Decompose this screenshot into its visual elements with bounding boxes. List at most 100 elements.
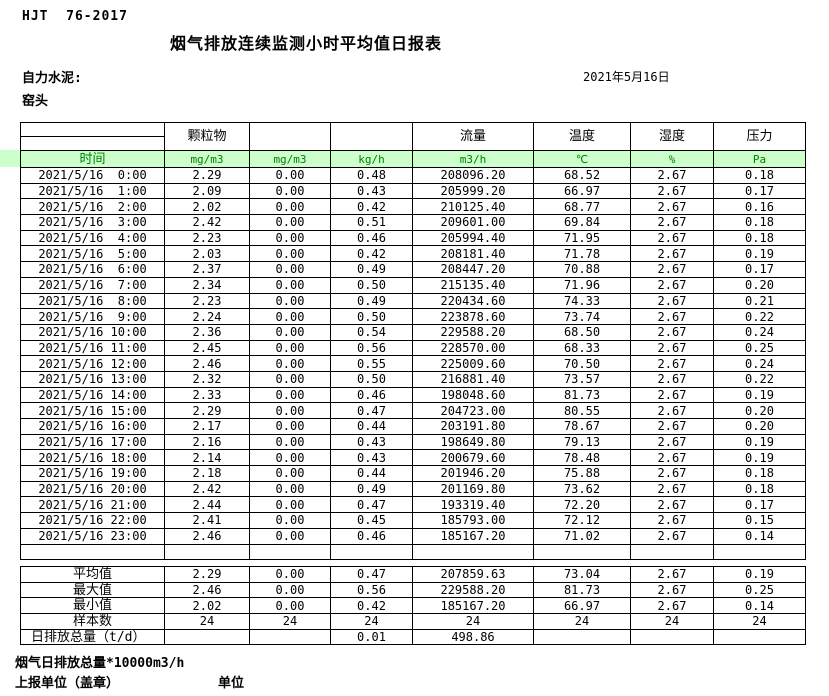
col-header-temperature: 温度 <box>533 122 631 151</box>
value-cell: 66.97 <box>533 182 631 200</box>
value-cell: 0.00 <box>249 214 331 231</box>
summary-value-cell: 0.00 <box>249 581 331 599</box>
value-cell: 0.00 <box>249 323 331 341</box>
value-cell: 0.19 <box>713 433 806 451</box>
empty-header-cell <box>20 136 165 151</box>
value-cell: 0.20 <box>713 402 806 419</box>
summary-value-cell: 0.42 <box>330 597 413 615</box>
value-cell: 0.00 <box>249 418 331 435</box>
empty-cell <box>164 543 250 561</box>
value-cell: 208096.20 <box>412 167 534 184</box>
report-title: 烟气排放连续监测小时平均值日报表 <box>170 34 443 53</box>
value-cell: 2.32 <box>164 370 250 388</box>
col-header-time: 时间 <box>20 150 165 168</box>
value-cell: 0.14 <box>713 527 806 545</box>
value-cell: 201169.80 <box>412 480 534 498</box>
hourly-row: 2021/5/16 0:00 2.29 0.00 0.48 208096.20 68.52… <box>20 167 806 184</box>
summary-value-cell <box>630 628 714 646</box>
value-cell: 0.24 <box>713 355 806 372</box>
unit-cell: mg/m3 <box>249 150 331 168</box>
value-cell: 2.34 <box>164 276 250 294</box>
value-cell: 2.41 <box>164 512 250 529</box>
value-cell: 0.00 <box>249 182 331 200</box>
summary-value-cell <box>533 628 631 646</box>
unit-cell: mg/m3 <box>164 150 250 168</box>
value-cell: 0.56 <box>330 339 413 357</box>
empty-cell <box>20 543 165 561</box>
value-cell: 73.74 <box>533 308 631 325</box>
summary-value-cell <box>164 628 250 646</box>
value-cell: 0.17 <box>713 182 806 200</box>
value-cell: 0.46 <box>330 229 413 247</box>
value-cell: 2.67 <box>630 512 714 529</box>
value-cell: 0.54 <box>330 323 413 341</box>
value-cell: 2.67 <box>630 370 714 388</box>
summary-value-cell: 0.19 <box>713 566 806 583</box>
time-cell: 2021/5/16 13:00 <box>20 370 165 388</box>
summary-value-cell: 498.86 <box>412 628 534 646</box>
time-cell: 2021/5/16 17:00 <box>20 433 165 451</box>
value-cell: 78.67 <box>533 418 631 435</box>
value-cell: 198048.60 <box>412 386 534 404</box>
summary-value-cell: 185167.20 <box>412 597 534 615</box>
value-cell: 0.18 <box>713 229 806 247</box>
hourly-row: 2021/5/16 2:00 2.02 0.00 0.42 210125.40 68.77… <box>20 198 806 216</box>
value-cell: 0.47 <box>330 496 413 514</box>
value-cell: 2.67 <box>630 339 714 357</box>
value-cell: 0.00 <box>249 308 331 325</box>
value-cell: 71.95 <box>533 229 631 247</box>
time-cell: 2021/5/16 10:00 <box>20 323 165 341</box>
summary-value-cell: 24 <box>630 613 714 630</box>
value-cell: 2.67 <box>630 386 714 404</box>
value-cell: 208447.20 <box>412 261 534 278</box>
value-cell: 0.00 <box>249 229 331 247</box>
summary-label: 最大值 <box>20 581 165 599</box>
value-cell: 185167.20 <box>412 527 534 545</box>
value-cell: 228570.00 <box>412 339 534 357</box>
hourly-row: 2021/5/16 13:00 2.32 0.00 0.50 216881.40 73.5… <box>20 370 806 388</box>
empty-cell <box>412 543 534 561</box>
value-cell: 2.67 <box>630 527 714 545</box>
time-cell: 2021/5/16 9:00 <box>20 308 165 325</box>
value-cell: 0.00 <box>249 386 331 404</box>
summary-row: 最大值 2.46 0.00 0.56 229588.20 81.73 2.67 0.25 <box>20 581 806 599</box>
summary-row: 日排放总量（t/d） 0.01 498.86 <box>20 628 806 646</box>
value-cell: 208181.40 <box>412 245 534 263</box>
value-cell: 2.42 <box>164 214 250 231</box>
summary-value-cell: 0.00 <box>249 566 331 583</box>
value-cell: 185793.00 <box>412 512 534 529</box>
value-cell: 0.50 <box>330 308 413 325</box>
summary-label: 平均值 <box>20 566 165 583</box>
hourly-row: 2021/5/16 20:00 2.42 0.00 0.49 201169.80 73.6… <box>20 480 806 498</box>
value-cell: 2.67 <box>630 229 714 247</box>
unit-cell: kg/h <box>330 150 413 168</box>
value-cell: 0.18 <box>713 480 806 498</box>
time-cell: 2021/5/16 0:00 <box>20 167 165 184</box>
value-cell: 2.67 <box>630 449 714 467</box>
value-cell: 71.96 <box>533 276 631 294</box>
summary-value-cell: 81.73 <box>533 581 631 599</box>
unit-cell: ℃ <box>533 150 631 168</box>
value-cell: 68.50 <box>533 323 631 341</box>
summary-value-cell <box>249 628 331 646</box>
value-cell: 2.67 <box>630 496 714 514</box>
time-cell: 2021/5/16 12:00 <box>20 355 165 372</box>
summary-label: 日排放总量（t/d） <box>20 628 165 646</box>
value-cell: 72.12 <box>533 512 631 529</box>
value-cell: 216881.40 <box>412 370 534 388</box>
value-cell: 2.46 <box>164 527 250 545</box>
value-cell: 73.57 <box>533 370 631 388</box>
value-cell: 2.67 <box>630 276 714 294</box>
summary-value-cell: 2.67 <box>630 566 714 583</box>
value-cell: 0.00 <box>249 496 331 514</box>
empty-row <box>20 543 806 561</box>
value-cell: 70.88 <box>533 261 631 278</box>
hourly-row: 2021/5/16 5:00 2.03 0.00 0.42 208181.40 71.78… <box>20 245 806 263</box>
value-cell: 2.67 <box>630 480 714 498</box>
hourly-row: 2021/5/16 1:00 2.09 0.00 0.43 205999.20 66.97… <box>20 182 806 200</box>
summary-row: 样本数 24 24 24 24 24 24 24 <box>20 613 806 630</box>
value-cell: 215135.40 <box>412 276 534 294</box>
value-cell: 0.46 <box>330 527 413 545</box>
summary-value-cell: 2.02 <box>164 597 250 615</box>
summary-value-cell: 0.47 <box>330 566 413 583</box>
